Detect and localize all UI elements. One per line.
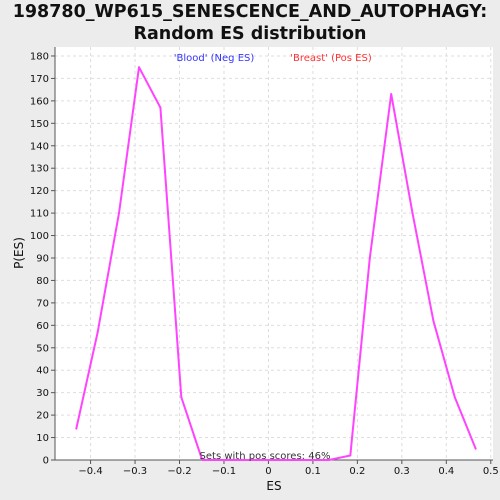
y-tick-label: 120 <box>30 186 49 197</box>
chart-title-line1: 198780_WP615_SENESCENCE_AND_AUTOPHAGY: <box>12 2 488 22</box>
y-tick-label: 180 <box>30 51 49 62</box>
legend-pos-es: 'Breast' (Pos ES) <box>290 53 372 64</box>
y-tick-label: 150 <box>30 119 49 130</box>
x-tick-label: 0 <box>265 466 271 477</box>
data-points <box>75 66 477 461</box>
data-point <box>159 106 162 109</box>
data-point <box>75 427 78 430</box>
data-point <box>285 459 288 461</box>
data-point <box>307 459 310 461</box>
y-tick-label: 160 <box>30 96 49 107</box>
y-axis-ticks: 0 10 20 30 40 50 60 70 80 90 100 110 120 130 140 150 160… <box>30 51 55 467</box>
data-point <box>432 319 435 322</box>
y-tick-label: 80 <box>36 276 49 287</box>
y-tick-label: 100 <box>30 231 49 242</box>
x-tick-label: 0.3 <box>394 466 410 477</box>
data-point <box>474 447 477 450</box>
y-tick-label: 130 <box>30 164 49 175</box>
chart-title: 198780_WP615_SENESCENCE_AND_AUTOPHAGY: R… <box>0 1 500 45</box>
plot-area <box>55 47 493 460</box>
grid-lines <box>55 47 493 460</box>
x-tick-label: 0.1 <box>305 466 321 477</box>
data-point <box>264 459 267 461</box>
x-tick-label: 0.4 <box>438 466 454 477</box>
x-tick-label: −0.1 <box>212 466 236 477</box>
y-tick-label: 20 <box>36 411 49 422</box>
y-tick-label: 0 <box>43 456 49 467</box>
data-point <box>411 212 414 215</box>
y-axis-title: P(ES) <box>12 237 26 269</box>
data-point <box>118 212 121 215</box>
x-tick-label: −0.4 <box>78 466 102 477</box>
y-tick-label: 40 <box>36 366 49 377</box>
y-tick-label: 170 <box>30 74 49 85</box>
data-point <box>243 459 246 461</box>
chart-title-line2: Random ES distribution <box>133 24 367 44</box>
y-tick-label: 10 <box>36 433 49 444</box>
x-axis-title: ES <box>266 479 281 493</box>
y-tick-label: 90 <box>36 253 49 264</box>
data-point <box>349 454 352 457</box>
x-tick-label: −0.2 <box>167 466 191 477</box>
y-tick-label: 30 <box>36 388 49 399</box>
series-line <box>75 66 477 461</box>
y-tick-label: 110 <box>30 209 49 220</box>
x-tick-label: 0.5 <box>483 466 499 477</box>
data-point <box>222 459 225 461</box>
x-axis-ticks: −0.4 −0.3 −0.2 −0.1 0 0.1 0.2 0.3 0.4 0.5 <box>78 460 499 477</box>
y-tick-label: 70 <box>36 298 49 309</box>
data-point <box>390 93 393 96</box>
data-point <box>327 459 330 461</box>
data-point <box>138 66 141 69</box>
data-point <box>368 256 371 259</box>
data-point <box>180 396 183 399</box>
data-point <box>96 331 99 334</box>
y-tick-label: 140 <box>30 141 49 152</box>
y-tick-label: 60 <box>36 321 49 332</box>
legend-neg-es: 'Blood' (Neg ES) <box>174 53 255 64</box>
x-tick-label: −0.3 <box>123 466 147 477</box>
x-tick-label: 0.2 <box>349 466 365 477</box>
data-point <box>453 396 456 399</box>
annotation-pos-scores: Sets with pos scores: 46% <box>200 451 331 462</box>
data-point <box>201 459 204 461</box>
y-tick-label: 50 <box>36 343 49 354</box>
